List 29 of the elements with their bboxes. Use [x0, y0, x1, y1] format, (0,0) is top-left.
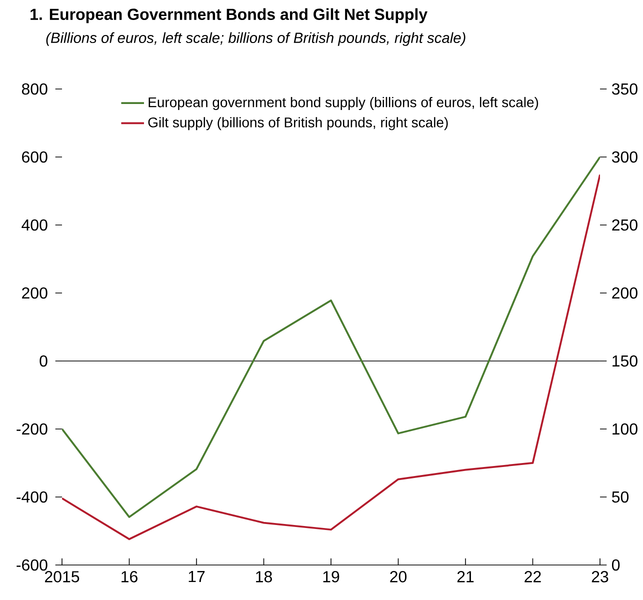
x-tick-label: 2015: [45, 571, 80, 582]
y2-tick-label: 300: [612, 151, 638, 163]
y-tick-label: -600: [16, 559, 48, 571]
y-tick-label: 200: [22, 287, 48, 299]
y2-tick-label: 0: [612, 559, 620, 571]
y2-tick-label: 250: [612, 219, 638, 231]
chart-title: 1. European Government Bonds and Gilt Net Supply: [30, 8, 428, 24]
legend-label: European government bond supply (billions of euros, left scale): [148, 96, 538, 110]
y-tick-label: 400: [22, 219, 48, 231]
x-tick-label: 22: [524, 571, 541, 582]
y-tick-label: 600: [22, 151, 48, 163]
y2-tick-label: 350: [612, 83, 638, 95]
x-tick-label: 17: [188, 571, 205, 582]
x-tick-label: 21: [457, 571, 474, 582]
legend-label: Gilt supply (billions of British pounds, right scale): [148, 117, 448, 130]
y-tick-label: 800: [22, 83, 48, 95]
x-tick-label: 20: [390, 571, 407, 582]
y2-tick-label: 50: [612, 491, 629, 503]
x-tick-label: 16: [122, 571, 138, 582]
x-tick-label: 19: [323, 571, 340, 582]
y2-tick-label: 200: [612, 287, 638, 299]
chart-subtitle: (Billions of euros, left scale; billions of British pounds, right scale): [46, 32, 466, 46]
y2-tick-label: 100: [612, 423, 638, 435]
x-tick-label: 18: [256, 571, 272, 582]
y-tick-label: -200: [16, 423, 48, 435]
x-tick-label: 23: [592, 571, 608, 582]
y-tick-label: 0: [40, 355, 48, 367]
y-tick-label: -400: [16, 491, 48, 503]
y2-tick-label: 150: [612, 355, 638, 367]
